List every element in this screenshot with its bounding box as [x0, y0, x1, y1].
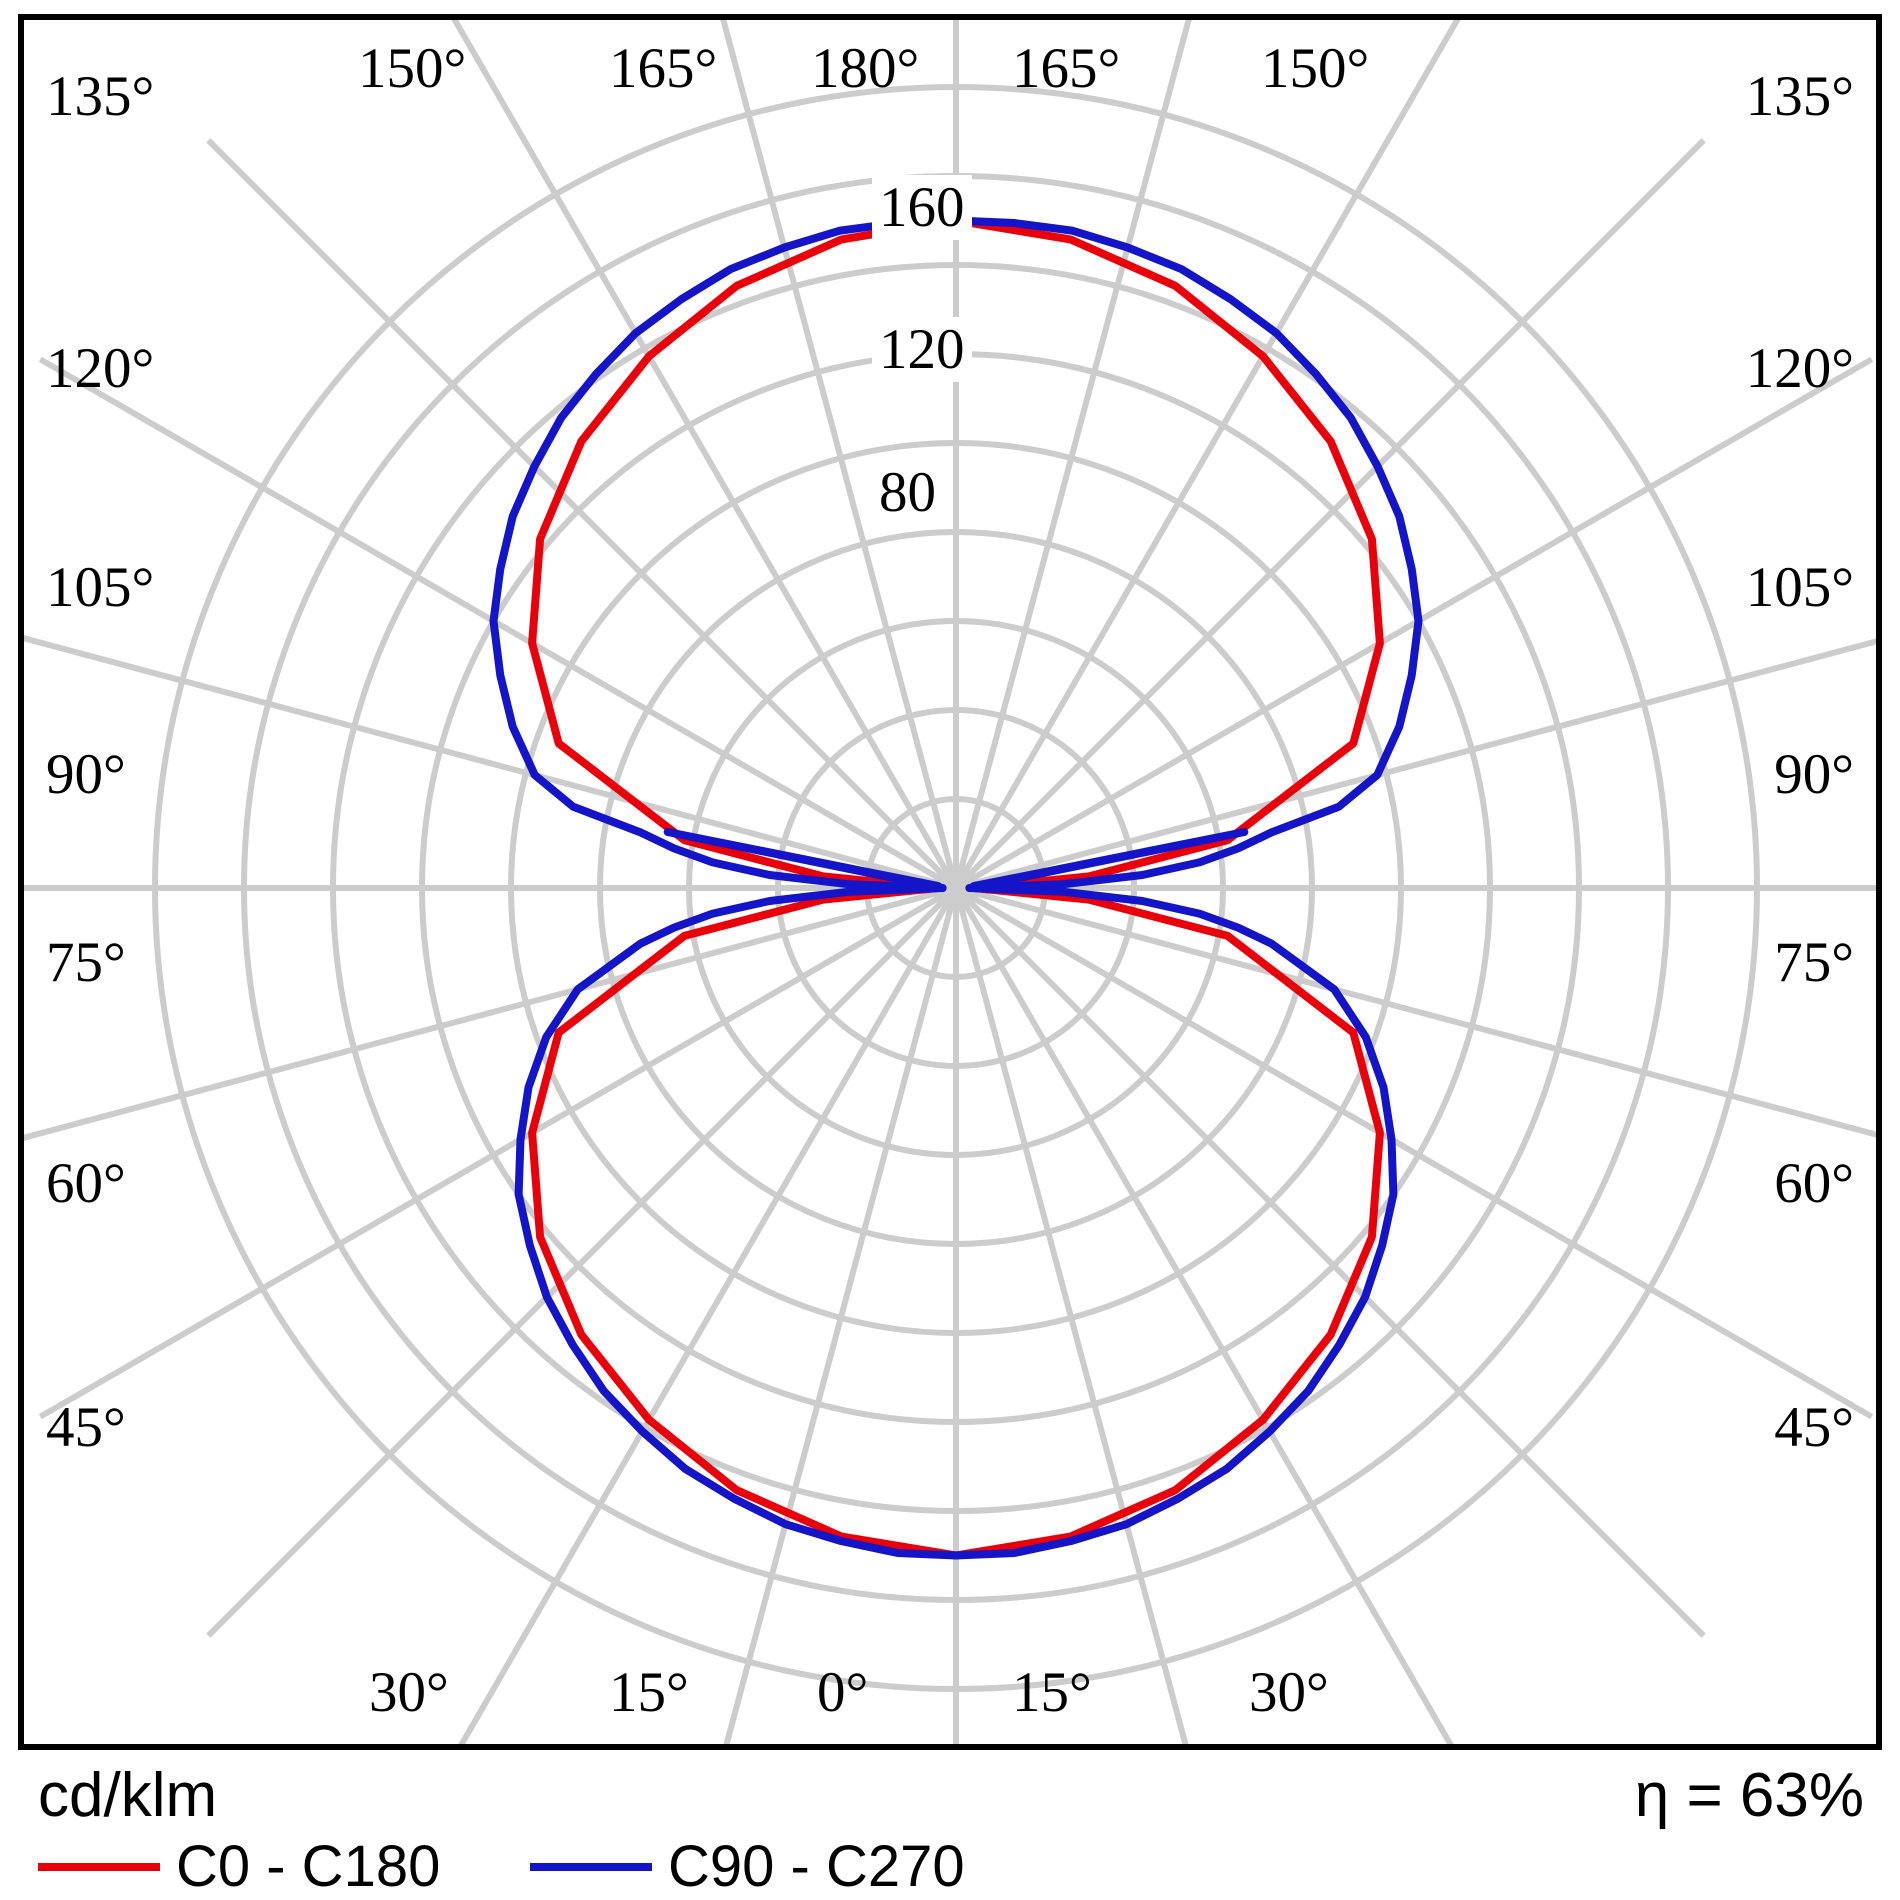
efficiency-label: η = 63%	[1634, 1761, 1864, 1830]
grid-spoke	[38, 885, 958, 1420]
grid-spoke	[953, 20, 1192, 889]
series-wing-spike	[965, 828, 1249, 892]
angle-label-right-5: 60°	[1774, 1152, 1854, 1215]
polar-chart-svg	[24, 20, 1876, 1744]
grid-spoke	[723, 887, 959, 1744]
grid-spoke	[953, 138, 1706, 891]
legend-swatch-c0-c180	[38, 1863, 160, 1871]
grid-spoke	[38, 356, 958, 891]
angle-label-top-2: 180°	[811, 37, 920, 100]
grid-spoke	[955, 638, 1876, 891]
grid-spoke	[458, 886, 959, 1744]
angle-label-bottom-4: 30°	[1249, 1661, 1329, 1724]
angle-label-left-1: 120°	[46, 337, 155, 400]
grid-spoke	[206, 138, 959, 891]
polar-plot-canvas	[24, 20, 1876, 1744]
grid-spoke	[953, 20, 1461, 890]
grid-spoke	[720, 20, 959, 889]
angle-label-right-1: 120°	[1745, 337, 1854, 400]
angle-label-left-4: 75°	[46, 931, 126, 994]
angle-label-right-6: 45°	[1774, 1396, 1854, 1459]
angle-label-top-0: 150°	[358, 37, 467, 100]
grid-spoke	[24, 635, 957, 891]
angle-label-right-3: 90°	[1774, 743, 1854, 806]
angle-label-right-4: 75°	[1774, 931, 1854, 994]
polar-gridlines	[24, 20, 1876, 1744]
angle-label-left-2: 105°	[46, 556, 155, 619]
grid-spoke	[953, 887, 1189, 1744]
angle-label-left-6: 45°	[46, 1396, 126, 1459]
angle-label-top-1: 165°	[609, 37, 718, 100]
grid-spoke	[953, 886, 1454, 1744]
radial-tick-label-1: 120	[872, 317, 972, 382]
angle-label-bottom-0: 30°	[369, 1661, 449, 1724]
angle-label-top-3: 165°	[1012, 37, 1121, 100]
angle-label-left-0: 135°	[46, 65, 155, 128]
radial-tick-label-2: 80	[872, 460, 943, 525]
grid-spoke	[953, 885, 1706, 1638]
legend-item-c90-c270[interactable]: C90 - C270	[530, 1838, 965, 1896]
grid-spoke	[954, 356, 1874, 891]
angle-label-left-5: 60°	[46, 1152, 126, 1215]
grid-spoke	[955, 885, 1876, 1138]
grid-spoke	[451, 20, 959, 890]
angle-label-bottom-3: 15°	[1012, 1661, 1092, 1724]
angle-label-right-2: 105°	[1745, 556, 1854, 619]
radial-tick-label-0: 160	[872, 175, 972, 240]
legend-label-c0-c180: C0 - C180	[176, 1834, 441, 1899]
grid-spoke	[954, 885, 1874, 1420]
plot-frame: 135° 120° 105° 90° 75° 60° 45° 135° 120° 105° 90° 7…	[18, 14, 1882, 1750]
angle-label-bottom-1: 15°	[609, 1661, 689, 1724]
grid-spoke	[24, 885, 957, 1141]
angle-label-bottom-2: 0°	[817, 1661, 869, 1724]
legend-label-c90-c270: C90 - C270	[668, 1834, 965, 1899]
grid-spoke	[206, 885, 959, 1638]
angle-label-left-3: 90°	[46, 743, 126, 806]
chart-footer: cd/klm η = 63% C0 - C180 C90 - C270	[0, 1760, 1900, 1900]
legend-swatch-c90-c270	[530, 1863, 652, 1871]
angle-label-top-4: 150°	[1261, 37, 1370, 100]
legend-item-c0-c180[interactable]: C0 - C180	[38, 1838, 440, 1896]
angle-label-right-0: 135°	[1745, 65, 1854, 128]
series-wing-spike	[663, 828, 947, 892]
unit-label: cd/klm	[38, 1761, 218, 1830]
